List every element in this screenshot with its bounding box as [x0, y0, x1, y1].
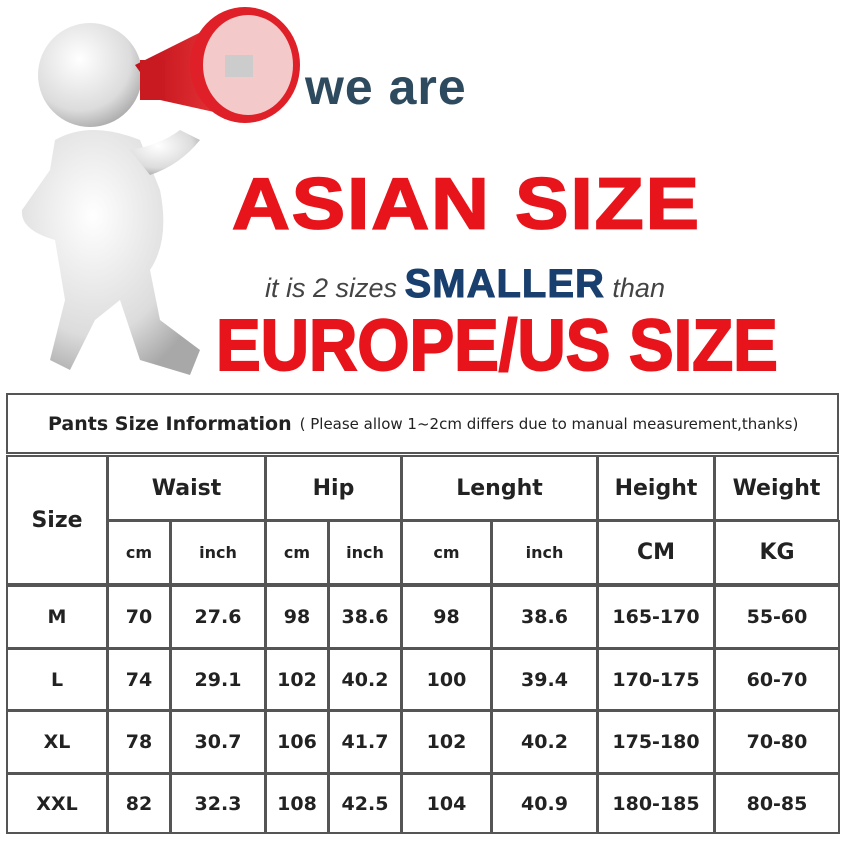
header-length: Lenght: [401, 455, 598, 521]
table-cell: 55-60: [714, 585, 840, 649]
unit-header: KG: [714, 520, 840, 585]
table-cell: 27.6: [170, 585, 266, 649]
table-cell: 38.6: [491, 585, 598, 649]
table-cell: 175-180: [597, 710, 715, 774]
table-cell: 40.9: [491, 773, 598, 834]
table-cell: 80-85: [714, 773, 840, 834]
table-title: Pants Size Information: [48, 412, 292, 435]
table-cell: 29.1: [170, 648, 266, 711]
table-cell: 106: [265, 710, 329, 774]
header-waist: Waist: [107, 455, 266, 521]
banner-suffix: than: [612, 273, 665, 303]
unit-header: inch: [170, 520, 266, 585]
table-cell: 32.3: [170, 773, 266, 834]
table-cell: 39.4: [491, 648, 598, 711]
table-cell: 78: [107, 710, 171, 774]
banner-prefix: it is 2 sizes: [265, 273, 398, 303]
table-cell: 100: [401, 648, 492, 711]
size-label-cell: XL: [6, 710, 108, 774]
table-cell: 70-80: [714, 710, 840, 774]
table-cell: 42.5: [328, 773, 402, 834]
table-cell: 82: [107, 773, 171, 834]
table-cell: 102: [401, 710, 492, 774]
megaphone-figure-illustration: [10, 0, 310, 390]
table-note: ( Please allow 1~2cm differs due to manu…: [299, 414, 799, 433]
table-cell: 60-70: [714, 648, 840, 711]
header-size: Size: [6, 455, 108, 585]
unit-header: cm: [401, 520, 492, 585]
table-cell: 104: [401, 773, 492, 834]
table-cell: 74: [107, 648, 171, 711]
banner-smaller-line: it is 2 sizes SMALLER than: [265, 262, 665, 307]
size-label-cell: XXL: [6, 773, 108, 834]
table-cell: 102: [265, 648, 329, 711]
header-hip: Hip: [265, 455, 402, 521]
table-title-row: Pants Size Information ( Please allow 1~…: [6, 393, 839, 454]
table-cell: 180-185: [597, 773, 715, 834]
table-cell: 41.7: [328, 710, 402, 774]
size-label-cell: L: [6, 648, 108, 711]
header-height: Height: [597, 455, 715, 521]
size-label-cell: M: [6, 585, 108, 649]
banner-smaller: SMALLER: [404, 262, 605, 307]
table-cell: 40.2: [328, 648, 402, 711]
table-cell: 30.7: [170, 710, 266, 774]
table-cell: 40.2: [491, 710, 598, 774]
unit-header: cm: [107, 520, 171, 585]
unit-header: inch: [491, 520, 598, 585]
table-cell: 108: [265, 773, 329, 834]
banner-asian-size: ASIAN SIZE: [231, 163, 701, 244]
unit-header: CM: [597, 520, 715, 585]
table-cell: 98: [401, 585, 492, 649]
table-cell: 98: [265, 585, 329, 649]
table-cell: 38.6: [328, 585, 402, 649]
unit-header: cm: [265, 520, 329, 585]
table-cell: 170-175: [597, 648, 715, 711]
header-weight: Weight: [714, 455, 839, 521]
table-cell: 165-170: [597, 585, 715, 649]
unit-header: inch: [328, 520, 402, 585]
table-cell: 70: [107, 585, 171, 649]
banner-we-are: we are: [305, 59, 467, 115]
banner-europe-us-size: EUROPE/US SIZE: [215, 305, 779, 387]
